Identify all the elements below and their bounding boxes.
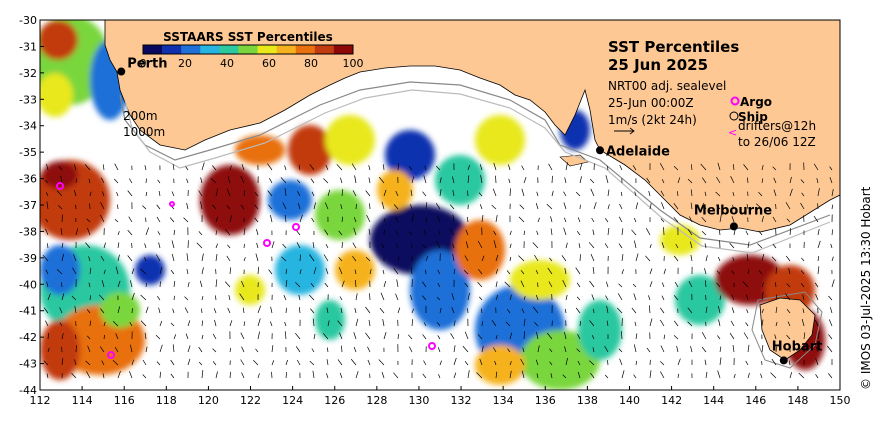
- credit-text: © IMOS 03-Jul-2025 13:30 Hobart: [859, 186, 873, 390]
- x-tick-label: 116: [114, 394, 135, 407]
- colorbar-cell: [315, 45, 334, 54]
- colorbar-tick-label: 20: [178, 57, 192, 70]
- time-label: 25-Jun 00:00Z: [608, 96, 694, 110]
- colorbar-tick-label: 60: [262, 57, 276, 70]
- product-label: NRT00 adj. sealevel: [608, 79, 726, 93]
- contour-1000m-label: 1000m: [123, 125, 165, 139]
- credit-strip: © IMOS 03-Jul-2025 13:30 Hobart: [854, 30, 876, 390]
- y-tick-label: -41: [19, 305, 37, 318]
- x-tick-label: 142: [661, 394, 682, 407]
- colorbar-tick-label: 100: [343, 57, 364, 70]
- x-tick-label: 148: [787, 394, 808, 407]
- x-tick-label: 146: [745, 394, 766, 407]
- contour-200m-label: 200m: [123, 109, 158, 123]
- y-tick-label: -44: [19, 384, 37, 397]
- y-tick-label: -32: [19, 67, 37, 80]
- argo-legend: Argo: [740, 95, 772, 109]
- x-tick-label: 130: [408, 394, 429, 407]
- city-dot: [596, 146, 604, 154]
- y-tick-label: -36: [19, 173, 37, 186]
- city-dot: [780, 356, 788, 364]
- city-dot: [117, 68, 125, 76]
- y-tick-label: -30: [19, 14, 37, 27]
- city-label: Hobart: [772, 339, 823, 354]
- y-tick-label: -40: [19, 278, 37, 291]
- y-tick-label: -43: [19, 358, 37, 371]
- colorbar-title: SSTAARS SST Percentiles: [163, 30, 333, 44]
- city-label: Perth: [127, 57, 167, 72]
- colorbar-cell: [277, 45, 296, 54]
- city-label: Adelaide: [606, 144, 670, 159]
- y-tick-label: -31: [19, 40, 37, 53]
- x-tick-label: 140: [619, 394, 640, 407]
- x-tick-label: 128: [366, 394, 387, 407]
- x-tick-label: 136: [535, 394, 556, 407]
- map-date: 25 Jun 2025: [608, 56, 708, 74]
- y-tick-label: -38: [19, 225, 37, 238]
- colorbar-cell: [258, 45, 277, 54]
- colorbar-tick-label: 80: [304, 57, 318, 70]
- x-tick-label: 118: [156, 394, 177, 407]
- x-tick-label: 134: [493, 394, 514, 407]
- colorbar-cell: [200, 45, 219, 54]
- x-tick-label: 122: [240, 394, 261, 407]
- x-tick-label: 138: [577, 394, 598, 407]
- city-dot: [730, 222, 738, 230]
- y-tick-label: -42: [19, 331, 37, 344]
- city-label: Melbourne: [694, 203, 772, 218]
- colorbar-tick-label: 40: [220, 57, 234, 70]
- y-tick-label: -37: [19, 199, 37, 212]
- drifter-marker-icon: <: [728, 126, 737, 139]
- colorbar-cell: [162, 45, 181, 54]
- x-tick-label: 144: [703, 394, 724, 407]
- y-tick-label: -34: [19, 120, 37, 133]
- x-tick-label: 124: [282, 394, 303, 407]
- colorbar-cell: [334, 45, 353, 54]
- colorbar-cell: [143, 45, 162, 54]
- colorbar-cell: [296, 45, 315, 54]
- drifters-legend: drifters@12h: [738, 119, 816, 133]
- drifters-legend-2: to 26/06 12Z: [738, 135, 816, 149]
- colorbar-cell: [238, 45, 257, 54]
- y-tick-label: -33: [19, 93, 37, 106]
- x-tick-label: 114: [72, 394, 93, 407]
- scale-label: 1m/s (2kt 24h): [608, 113, 697, 127]
- y-tick-label: -35: [19, 146, 37, 159]
- x-tick-label: 126: [324, 394, 345, 407]
- x-tick-label: 150: [830, 394, 851, 407]
- x-tick-label: 132: [451, 394, 472, 407]
- colorbar-cell: [181, 45, 200, 54]
- x-tick-label: 120: [198, 394, 219, 407]
- y-tick-label: -39: [19, 252, 37, 265]
- colorbar-cell: [219, 45, 238, 54]
- map-title: SST Percentiles: [608, 38, 739, 56]
